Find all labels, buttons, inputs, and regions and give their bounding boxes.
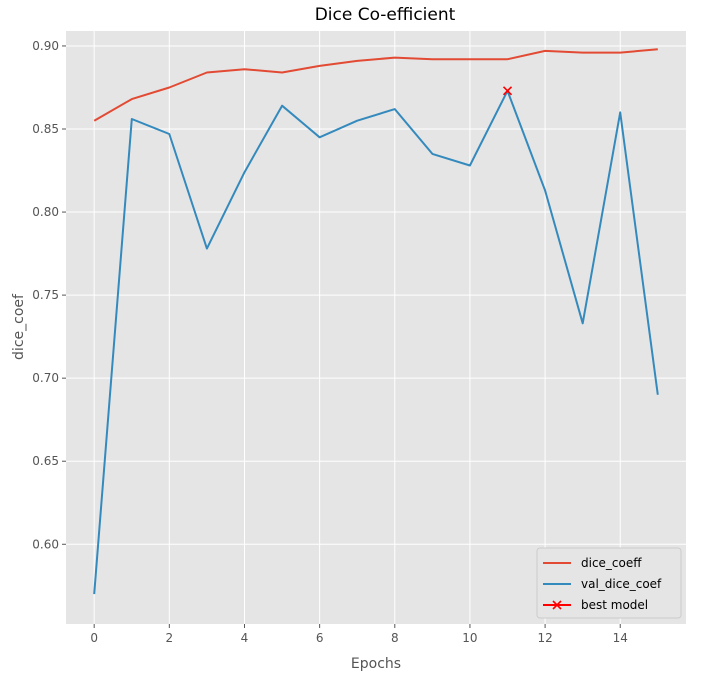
legend-label-val-dice-coef: val_dice_coef bbox=[581, 577, 662, 591]
x-tick-label: 4 bbox=[241, 631, 249, 645]
x-tick-label: 10 bbox=[462, 631, 477, 645]
y-tick-label: 0.60 bbox=[32, 537, 59, 551]
x-tick-label: 6 bbox=[316, 631, 324, 645]
y-tick-label: 0.90 bbox=[32, 39, 59, 53]
y-tick-label: 0.75 bbox=[32, 288, 59, 302]
y-grid-lines bbox=[66, 45, 686, 545]
series-line-dice-coeff bbox=[93, 48, 658, 122]
x-grid-lines bbox=[93, 31, 621, 624]
y-axis-label: dice_coef bbox=[11, 293, 27, 360]
x-axis-ticks: 0 2 4 6 8 10 12 14 bbox=[90, 624, 628, 645]
chart-title: Dice Co-efficient bbox=[315, 5, 456, 25]
x-tick-label: 8 bbox=[391, 631, 399, 645]
legend-label-best-model: best model bbox=[581, 598, 648, 612]
legend-label-dice-coeff: dice_coeff bbox=[581, 556, 642, 570]
legend-box bbox=[536, 547, 682, 619]
x-tick-label: 12 bbox=[537, 631, 552, 645]
x-axis-label: Epochs bbox=[351, 656, 401, 672]
y-tick-label: 0.70 bbox=[32, 371, 59, 385]
best-model-point-stroke-b bbox=[502, 86, 513, 96]
y-axis-ticks: 0.60 0.65 0.70 0.75 0.80 0.85 0.90 bbox=[32, 39, 66, 551]
y-tick-label: 0.85 bbox=[32, 122, 59, 136]
plot-area bbox=[66, 31, 686, 624]
x-tick-label: 14 bbox=[613, 631, 628, 645]
legend: dice_coeff val_dice_coef best model bbox=[536, 547, 682, 619]
legend-best-model-x-stroke-b bbox=[552, 600, 562, 610]
x-tick-label: 2 bbox=[166, 631, 174, 645]
series-line-val-dice-coef bbox=[93, 89, 659, 595]
y-tick-label: 0.80 bbox=[32, 205, 59, 219]
legend-best-model-x-icon bbox=[552, 600, 562, 610]
y-tick-label: 0.65 bbox=[32, 454, 59, 468]
x-tick-label: 0 bbox=[90, 631, 98, 645]
best-model-marker bbox=[502, 86, 513, 96]
series-lines bbox=[93, 48, 659, 595]
